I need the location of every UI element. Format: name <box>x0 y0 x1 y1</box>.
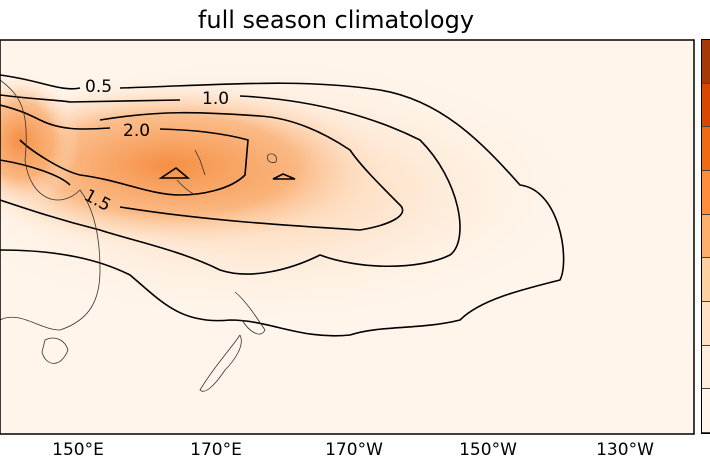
coast-new-zealand-north <box>234 291 266 335</box>
colorbar-segment-4 <box>702 214 710 259</box>
coast-fiji <box>267 153 277 163</box>
colorbar-segment-1 <box>702 83 710 128</box>
coast-tasmania <box>41 337 69 364</box>
contour-1.0 <box>0 94 461 275</box>
colorbar <box>701 39 710 434</box>
contour-2.0 <box>0 104 249 196</box>
map-frame <box>0 39 695 435</box>
contour-label-2.0: 2.0 <box>123 121 150 141</box>
x-tick-170W: 170°W <box>325 440 383 460</box>
colorbar-segment-2 <box>702 127 710 172</box>
x-tick-150E: 150°E <box>52 440 104 460</box>
contour-lines <box>0 74 565 337</box>
colorbar-segment-5 <box>702 258 710 303</box>
x-tick-150W: 150°W <box>459 440 517 460</box>
contour-2.5b <box>272 173 296 180</box>
coast-australia <box>0 79 101 331</box>
density-west <box>0 70 80 210</box>
map-title: full season climatology <box>197 6 475 34</box>
contour-1.5 <box>0 111 404 231</box>
colorbar-segment-8 <box>702 389 710 434</box>
coast-new-zealand-south <box>199 334 242 392</box>
contour-2.5a <box>158 167 191 179</box>
x-tick-170E: 170°E <box>190 440 242 460</box>
contour-label-1.0: 1.0 <box>202 89 229 109</box>
contour-0.5 <box>0 74 565 337</box>
colorbar-segment-6 <box>702 302 710 346</box>
contour-label-0.5: 0.5 <box>85 77 112 97</box>
colorbar-segment-0 <box>702 40 710 84</box>
coast-vanuatu <box>194 149 206 176</box>
x-tick-130W: 130°W <box>596 440 654 460</box>
density-core <box>0 75 400 255</box>
colorbar-segment-3 <box>702 171 710 215</box>
coast-new-caledonia <box>176 179 196 196</box>
colorbar-segment-7 <box>702 345 710 390</box>
coastlines <box>0 79 277 392</box>
